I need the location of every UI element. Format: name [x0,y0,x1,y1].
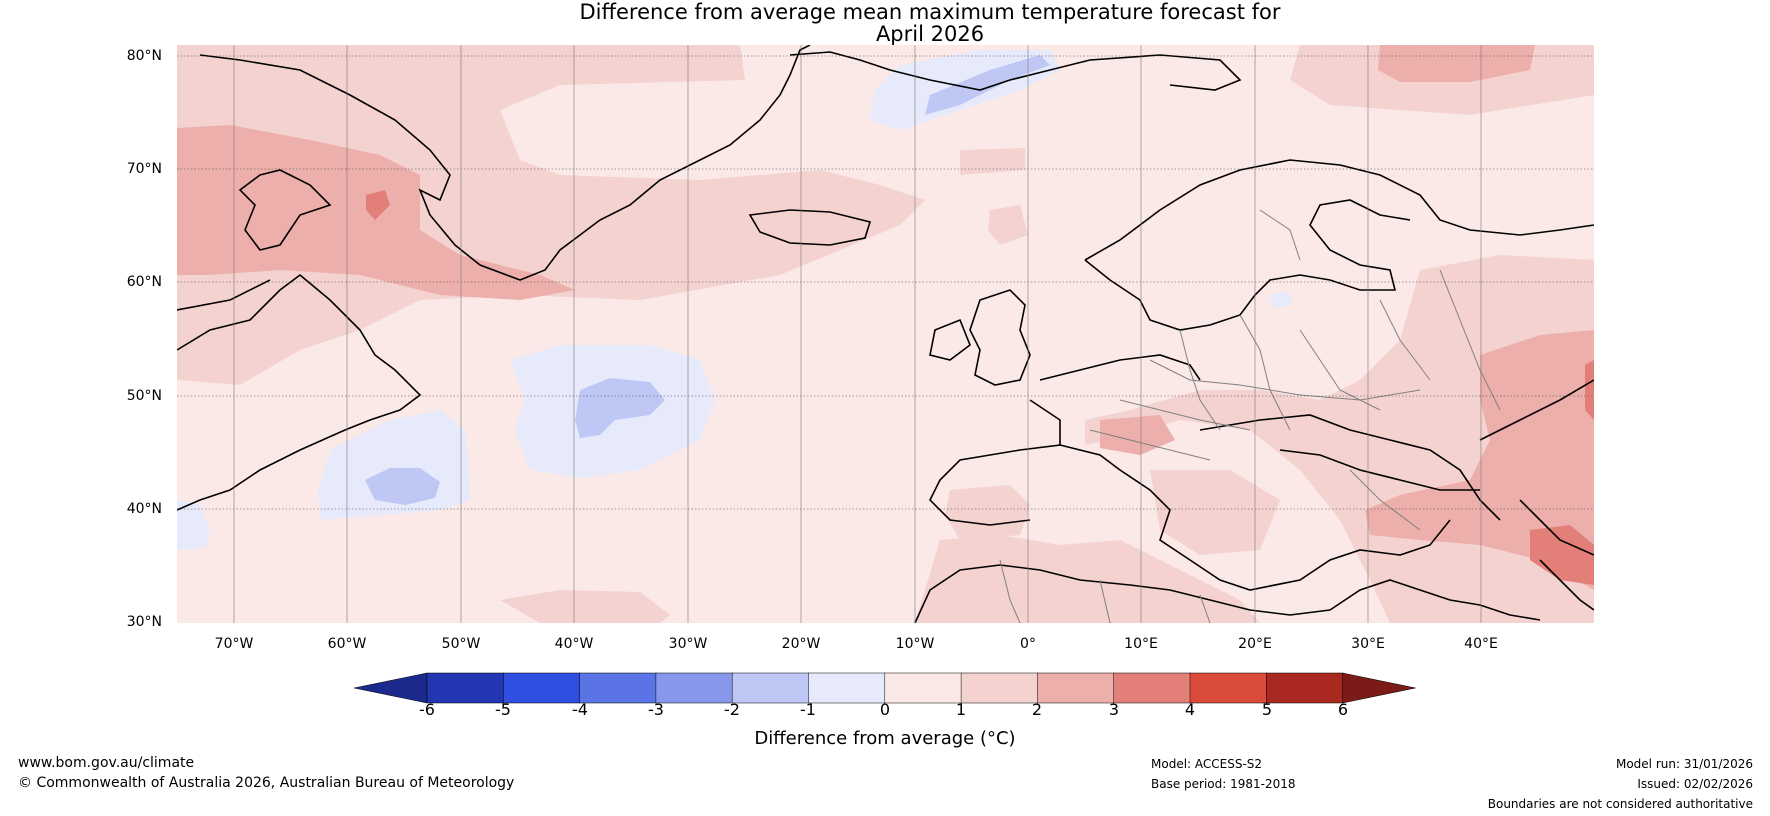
lon-label-10e: 10°E [1124,636,1158,652]
latitude-gridlines [177,55,1594,510]
colorbar-tick: -3 [648,700,664,719]
footer-base-period: Base period: 1981-2018 [1151,777,1296,791]
lat-label-80n: 80°N [126,48,162,64]
anomaly-region-3to4-greenland [366,190,390,220]
anomaly-region-neg2toneg1-west-atlantic [365,468,440,505]
footer-model: Model: ACCESS-S2 [1151,757,1263,771]
colorbar-tick: -6 [419,700,435,719]
lon-label-20w: 20°W [781,636,821,652]
coastlines [177,45,1594,623]
colorbar-segment [1037,672,1115,704]
footer-model-run: Model run: 31/01/2026 [1615,757,1753,771]
colorbar-segment [1189,672,1268,704]
anomaly-region-1to2-balkans [1150,470,1280,555]
anomaly-region-neg1to0-coast [177,500,210,550]
lat-label-40n: 40°N [126,501,162,517]
anomaly-region-1to2-iberia [945,485,1030,540]
lon-label-60w: 60°W [327,636,367,652]
colorbar-segment [1113,672,1191,704]
anomaly-region-1to2-north-sea [988,205,1028,245]
colorbar-segment [1266,672,1344,704]
colorbar-tick: -4 [572,700,588,719]
lon-label-10w: 10°W [895,636,935,652]
footer-copyright: © Commonwealth of Australia 2026, Austra… [18,775,515,791]
lat-label-70n: 70°N [126,161,162,177]
lon-label-20e: 20°E [1238,636,1272,652]
country-borders [999,209,1501,623]
colorbar-tick: 4 [1184,700,1196,719]
colorbar-tick: 5 [1261,700,1273,719]
anomaly-region-neg2toneg1-arctic [925,55,1050,115]
anomaly-region-1to2-south-atlantic [500,590,670,623]
anomaly-region-neg2toneg1-mid-atlantic [575,378,665,438]
longitude-gridlines [233,45,1482,623]
lon-label-30w: 30°W [668,636,708,652]
lat-label-50n: 50°N [126,388,162,404]
anomaly-region-3to4-middle-east [1530,525,1594,585]
colorbar-segment [731,672,810,704]
colorbar-tick: 1 [955,700,967,719]
colorbar-segment [808,672,886,704]
colorbar-extend-low [353,672,428,704]
anomaly-region-2to3-alps [1100,415,1175,455]
lon-label-40e: 40°E [1464,636,1498,652]
anomaly-region-2to3-barents [1378,45,1535,82]
footer-website: www.bom.gov.au/climate [18,755,195,771]
colorbar-tick: -5 [495,700,511,719]
colorbar-extend-high [1342,672,1416,704]
colorbar-segment [884,672,962,704]
colorbar-tick: 2 [1031,700,1043,719]
lon-label-50w: 50°W [441,636,481,652]
anomaly-region-neg1to0-baltic [1270,292,1292,308]
lon-label-40w: 40°W [554,636,594,652]
anomaly-region-2to3-caspian [1365,330,1594,590]
colorbar-segment [426,672,505,704]
lon-label-70w: 70°W [214,636,254,652]
colorbar-tick: 3 [1108,700,1120,719]
colorbar-tick: 6 [1337,700,1349,719]
colorbar-segment [503,672,581,704]
footer-issued: Issued: 02/02/2026 [1637,777,1753,791]
lat-label-30n: 30°N [126,614,162,630]
colorbar-tick: -1 [800,700,816,719]
colorbar-tick: -2 [724,700,740,719]
chart-title-line1: Difference from average mean maximum tem… [579,0,1281,24]
footer-disclaimer: Boundaries are not considered authoritat… [1487,797,1753,811]
lon-label-30e: 30°E [1351,636,1385,652]
anomaly-region-3to4-east-edge [1585,360,1594,420]
lat-label-60n: 60°N [126,274,162,290]
colorbar-tick: 0 [879,700,891,719]
colorbar-title: Difference from average (°C) [754,728,1016,749]
lon-label-0: 0° [1020,636,1036,652]
colorbar-segment [960,672,1039,704]
map-area [177,45,1594,623]
anomaly-region-1to2-north-africa [915,535,1260,623]
anomaly-region-1to2-norwegian-sea [960,148,1025,175]
colorbar-segment [655,672,733,704]
colorbar [353,672,1416,704]
chart-title-line2: April 2026 [875,22,985,46]
anomaly-region-1to2-north-atlantic [177,45,925,385]
colorbar-segment [579,672,657,704]
